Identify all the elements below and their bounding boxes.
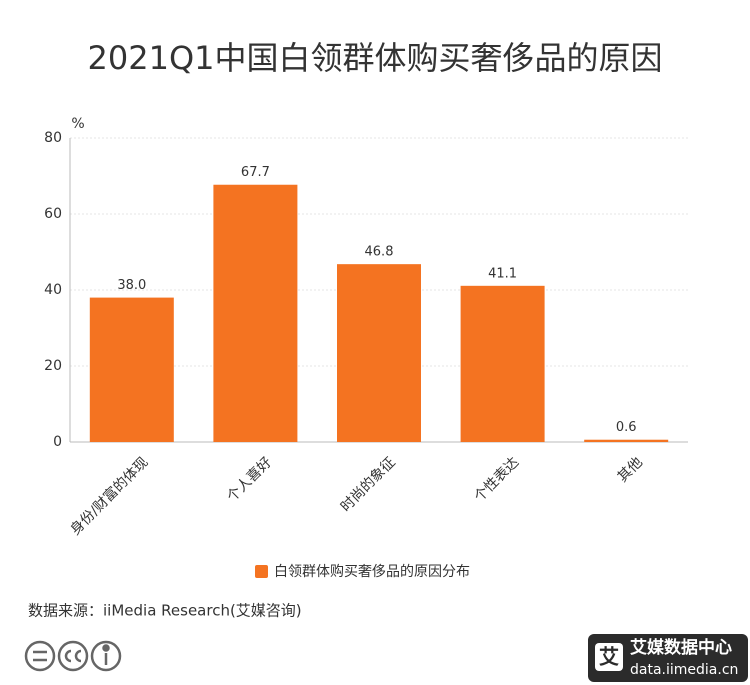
y-tick-label: 40 [44, 282, 62, 298]
bar [460, 285, 545, 442]
bar [213, 184, 298, 443]
y-tick-label: 20 [44, 358, 62, 374]
logo-icon [595, 643, 623, 671]
legend-label: 白领群体购买奢侈品的原因分布 [274, 564, 470, 580]
y-tick-label: 60 [44, 206, 62, 222]
logo-mark: 艾 [599, 645, 619, 669]
source: 数据来源：iiMedia Research(艾媒咨询) [28, 602, 302, 620]
bar [337, 264, 421, 442]
y-tick-label: 0 [53, 434, 62, 450]
value-label: 46.8 [365, 245, 394, 260]
bar [89, 297, 174, 442]
bar [584, 439, 669, 442]
value-label: 0.6 [616, 420, 637, 435]
value-label: 67.7 [241, 165, 270, 180]
legend-swatch [255, 565, 268, 578]
license-icons [24, 640, 122, 672]
y-unit: % [71, 116, 84, 132]
y-tick-label: 80 [44, 130, 62, 146]
chart-title: 2021Q1中国白领群体购买奢侈品的原因 [88, 39, 663, 77]
logo-url: data.iimedia.cn [630, 662, 738, 678]
logo-name: 艾媒数据中心 [630, 637, 732, 658]
value-label: 41.1 [488, 266, 517, 281]
logo-box [588, 634, 748, 682]
value-label: 38.0 [117, 278, 146, 293]
